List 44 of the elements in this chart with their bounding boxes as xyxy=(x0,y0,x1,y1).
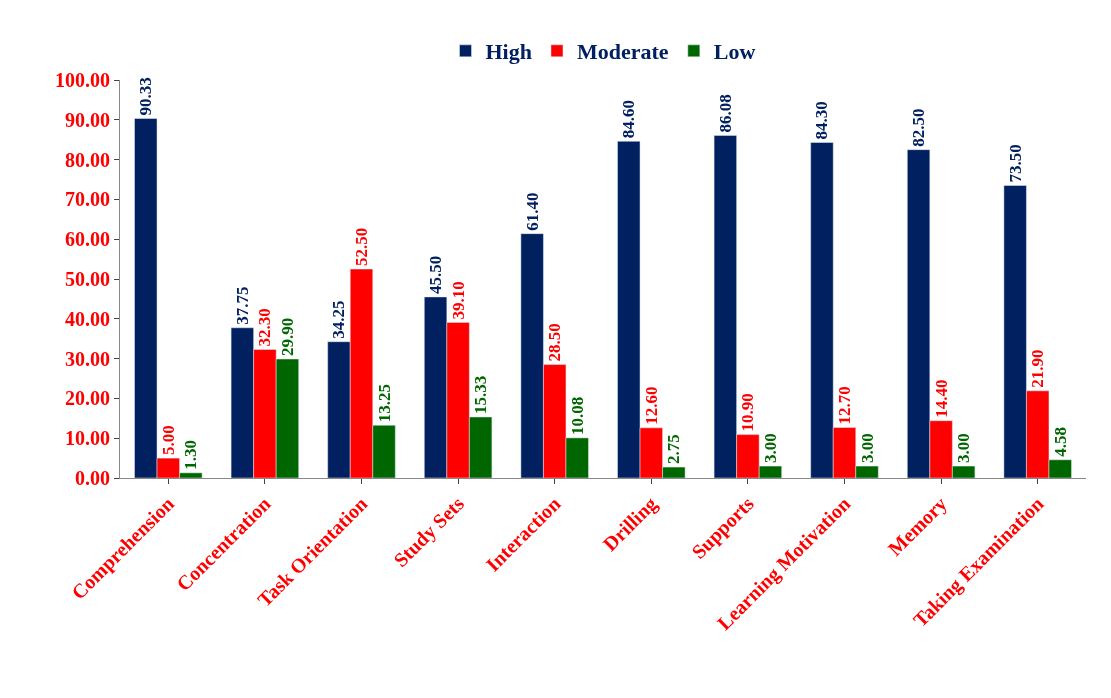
data-label: 86.08 xyxy=(715,94,735,133)
legend-label: Low xyxy=(713,39,756,65)
y-tick-label: 10.00 xyxy=(65,427,110,450)
y-tick-label: 0.00 xyxy=(75,467,110,489)
y-tick-label: 30.00 xyxy=(65,347,110,370)
data-label: 52.50 xyxy=(352,227,371,267)
data-label: 12.60 xyxy=(641,386,661,425)
y-tick-label: 60.00 xyxy=(65,228,110,251)
data-label: 5.00 xyxy=(158,425,178,456)
legend-label: Moderate xyxy=(576,39,669,65)
data-label: 45.50 xyxy=(426,255,446,294)
data-label: 14.40 xyxy=(931,379,951,418)
data-label: 61.40 xyxy=(522,192,542,231)
data-label: 2.75 xyxy=(664,434,684,465)
y-tick-label: 80.00 xyxy=(65,148,110,171)
data-label: 21.90 xyxy=(1028,349,1048,388)
y-tick-label: 20.00 xyxy=(65,387,110,410)
y-tick-label: 100.00 xyxy=(55,69,110,91)
data-label: 90.33 xyxy=(136,77,156,116)
data-label: 13.25 xyxy=(374,384,394,423)
data-label: 34.25 xyxy=(329,300,349,339)
data-label: 3.00 xyxy=(760,433,780,464)
y-tick-label: 90.00 xyxy=(65,108,110,131)
data-label: 32.30 xyxy=(255,308,275,347)
data-label: 82.50 xyxy=(909,108,929,147)
y-tick-label: 40.00 xyxy=(65,307,110,330)
legend-label: High xyxy=(485,39,532,65)
y-tick-label: 70.00 xyxy=(65,188,110,211)
data-label: 15.33 xyxy=(471,375,491,414)
y-tick-label: 50.00 xyxy=(65,268,110,290)
data-label: 10.90 xyxy=(738,393,758,432)
data-label: 1.30 xyxy=(181,440,201,470)
data-label: 28.50 xyxy=(545,323,565,362)
data-label: 29.90 xyxy=(277,317,297,356)
data-label: 3.00 xyxy=(954,433,974,464)
data-label: 39.10 xyxy=(448,281,468,320)
data-label: 3.00 xyxy=(857,433,877,464)
data-label: 10.08 xyxy=(567,396,587,435)
data-label: 4.58 xyxy=(1050,427,1070,457)
data-label: 84.30 xyxy=(812,101,832,140)
data-label: 12.70 xyxy=(835,386,854,425)
data-label: 37.75 xyxy=(232,286,252,325)
data-label: 84.60 xyxy=(619,100,639,139)
data-label: 73.50 xyxy=(1005,144,1025,183)
